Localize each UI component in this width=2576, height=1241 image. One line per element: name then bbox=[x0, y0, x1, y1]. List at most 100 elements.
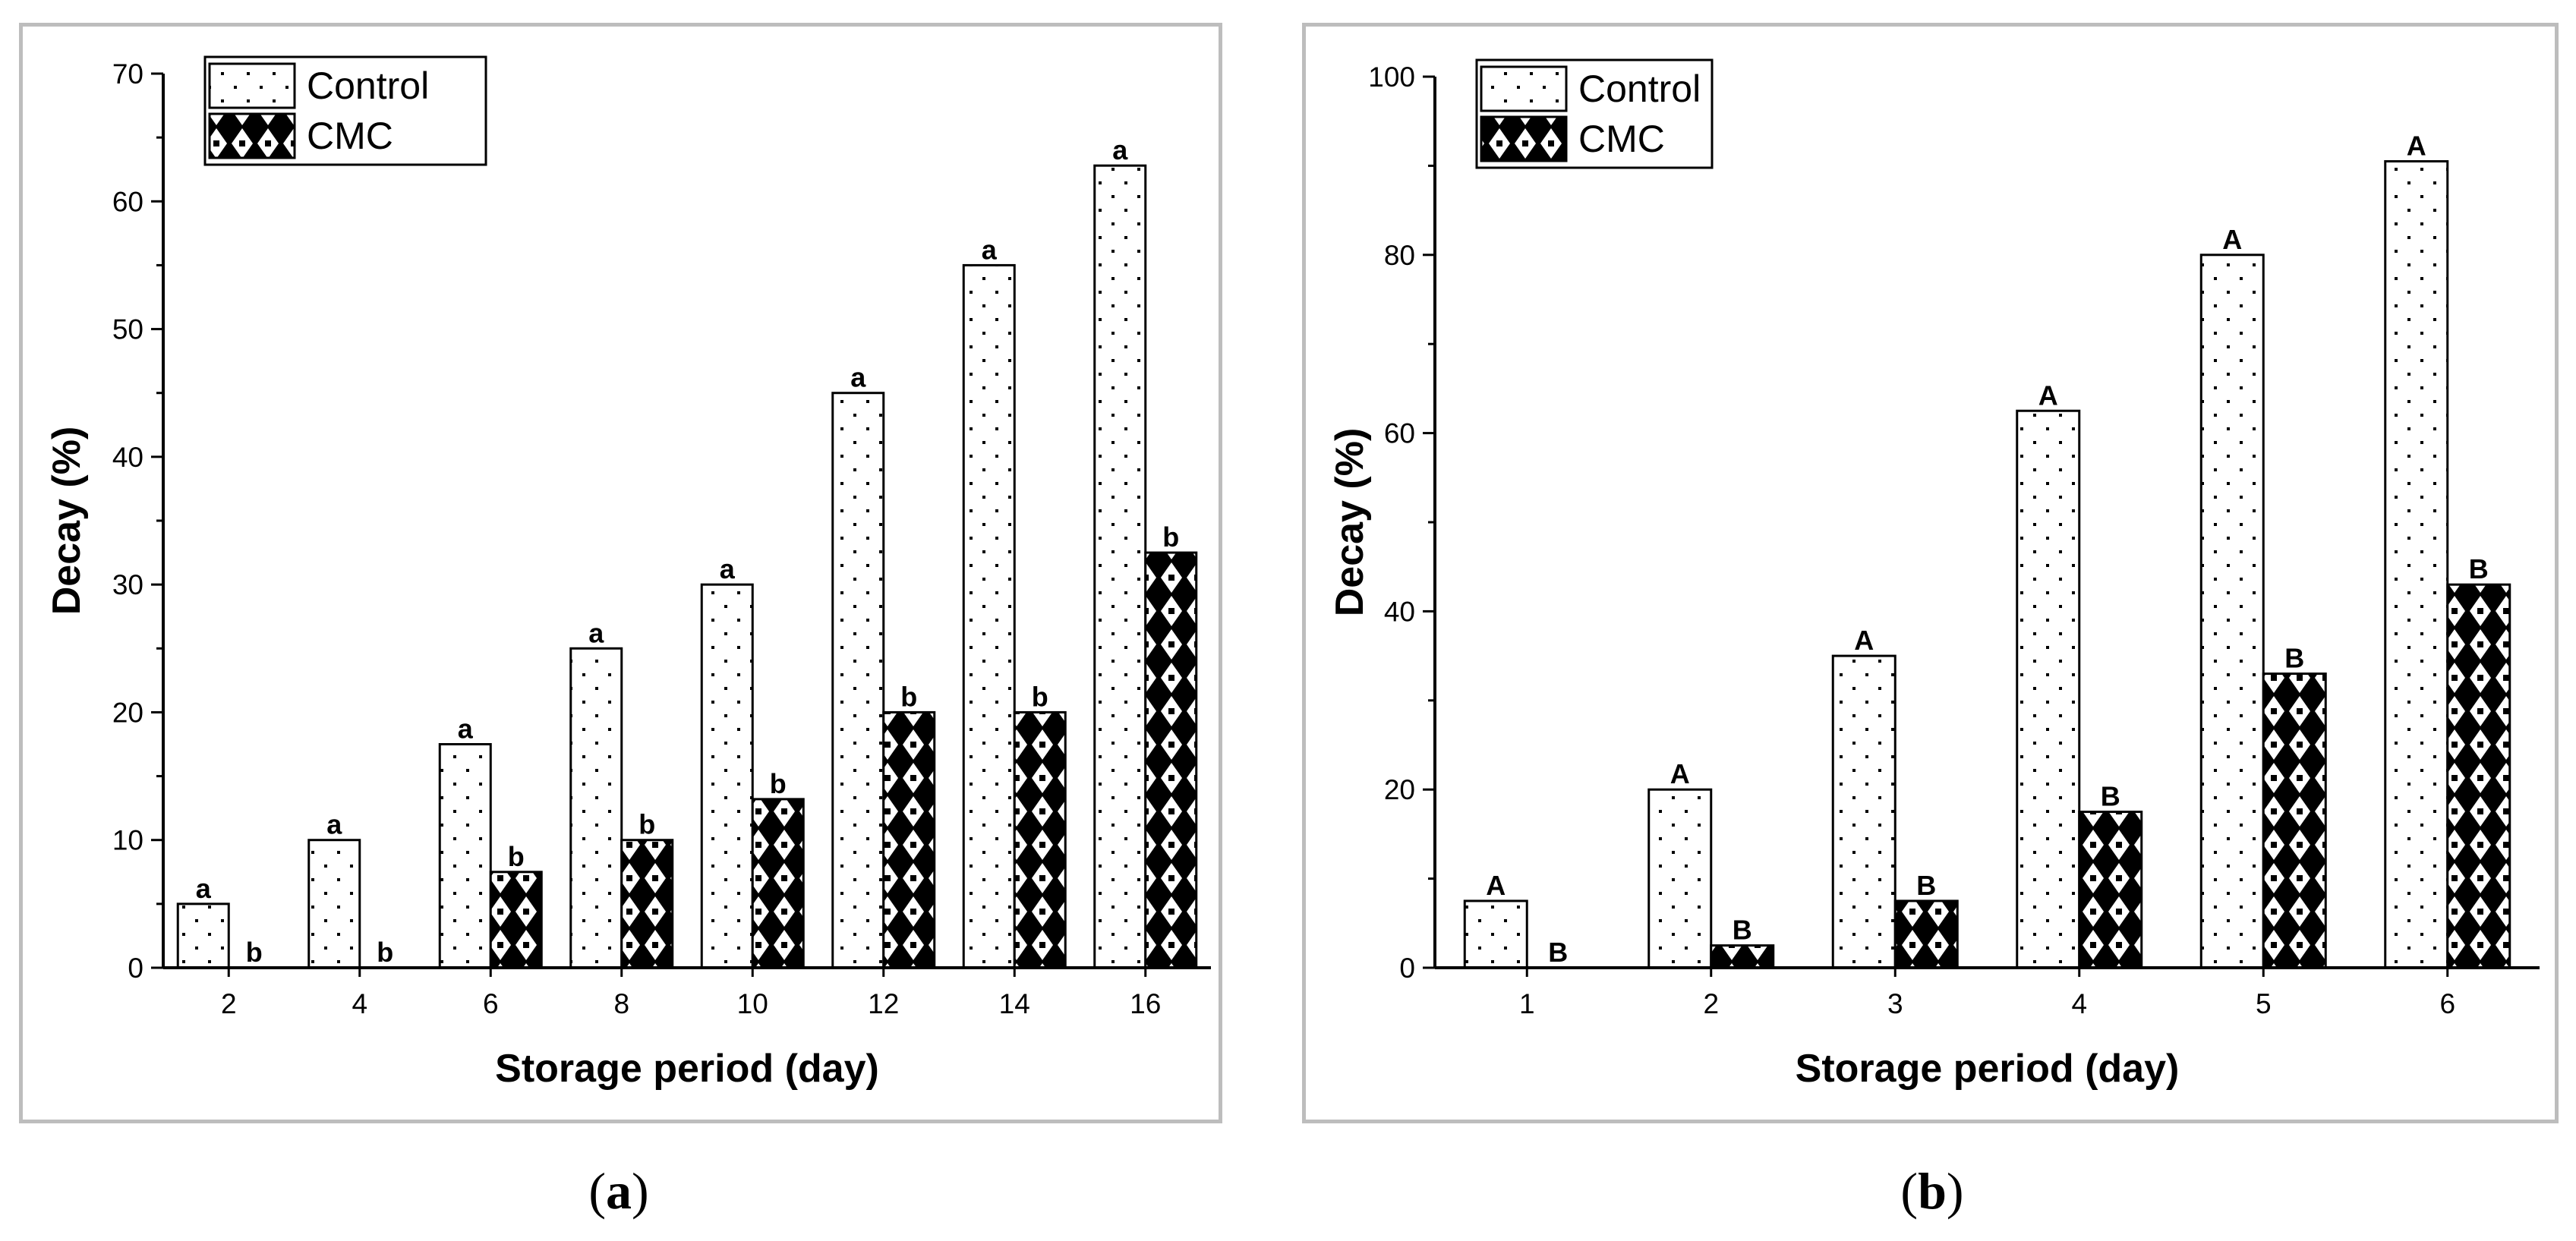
significance-label-control-8: a bbox=[588, 617, 604, 648]
bar-cmc-4 bbox=[2078, 811, 2143, 969]
bar-control-4 bbox=[307, 839, 361, 969]
significance-label-cmc-2: b bbox=[246, 937, 263, 968]
bar-control-8 bbox=[569, 647, 623, 969]
bar-cmc-5 bbox=[2262, 672, 2327, 969]
y-tick-label-40: 40 bbox=[112, 442, 143, 473]
bar-control-10 bbox=[700, 583, 754, 969]
bar-cmc-12 bbox=[882, 710, 936, 969]
chart-panel-b: A B 1 A B 2 A B 3 A B 4 A B 5 A B 6 0 20 40 60 80 100 Storage pe… bbox=[1302, 23, 2559, 1123]
bar-cmc-10 bbox=[751, 798, 805, 969]
x-tick-label-4: 4 bbox=[352, 988, 367, 1019]
bar-cmc-6 bbox=[489, 871, 543, 969]
x-tick-label-3: 3 bbox=[1887, 988, 1903, 1019]
significance-label-control-14: a bbox=[982, 234, 998, 265]
caption-b-letter: b bbox=[1918, 1162, 1947, 1220]
bar-cmc-14 bbox=[1013, 710, 1067, 969]
x-axis-title: Storage period (day) bbox=[1796, 1047, 2180, 1091]
significance-label-cmc-10: b bbox=[770, 768, 787, 799]
significance-label-cmc-6: B bbox=[2469, 553, 2489, 584]
x-tick-label-14: 14 bbox=[999, 988, 1030, 1019]
legend-label-control: Control bbox=[1578, 68, 1701, 110]
y-tick-label-10: 10 bbox=[112, 825, 143, 856]
caption-b: (b) bbox=[1900, 1162, 1964, 1220]
significance-label-cmc-8: b bbox=[638, 809, 655, 840]
legend: Control CMC bbox=[203, 55, 487, 166]
legend-label-cmc: CMC bbox=[307, 115, 393, 157]
bar-control-16 bbox=[1093, 164, 1147, 969]
significance-label-cmc-4: b bbox=[377, 937, 393, 968]
significance-label-cmc-1: B bbox=[1548, 937, 1568, 968]
bar-cmc-2 bbox=[1710, 944, 1775, 969]
bar-cmc-16 bbox=[1144, 551, 1198, 969]
significance-label-control-1: A bbox=[1486, 870, 1506, 901]
significance-label-control-6: a bbox=[458, 713, 474, 745]
bar-control-12 bbox=[831, 392, 885, 969]
significance-label-control-2: A bbox=[1670, 758, 1690, 789]
y-tick-label-60: 60 bbox=[1384, 418, 1415, 449]
significance-label-control-5: A bbox=[2222, 224, 2242, 255]
bar-cmc-8 bbox=[620, 839, 674, 969]
caption-a: (a) bbox=[588, 1162, 649, 1220]
caption-a-letter: a bbox=[606, 1162, 632, 1220]
legend-swatch-control bbox=[208, 62, 296, 109]
x-tick-label-2: 2 bbox=[221, 988, 237, 1019]
significance-label-control-6: A bbox=[2407, 131, 2426, 162]
y-tick-label-50: 50 bbox=[112, 314, 143, 345]
y-tick-label-80: 80 bbox=[1384, 240, 1415, 271]
y-tick-label-40: 40 bbox=[1384, 596, 1415, 627]
significance-label-control-2: a bbox=[196, 873, 212, 904]
significance-label-cmc-6: b bbox=[508, 841, 525, 872]
significance-label-control-12: a bbox=[850, 362, 866, 393]
bar-cmc-6 bbox=[2446, 583, 2511, 969]
bar-control-4 bbox=[2016, 409, 2081, 969]
bar-control-1 bbox=[1463, 899, 1528, 969]
legend-swatch-control bbox=[1480, 65, 1568, 112]
x-tick-label-2: 2 bbox=[1703, 988, 1719, 1019]
significance-label-control-10: a bbox=[720, 553, 736, 584]
x-tick-label-4: 4 bbox=[2071, 988, 2087, 1019]
bar-cmc-3 bbox=[1893, 899, 1959, 969]
significance-label-cmc-5: B bbox=[2284, 643, 2304, 674]
chart-a: ab2ab4ab6ab8ab10ab12ab14ab16010203040506… bbox=[45, 55, 1211, 1091]
significance-label-cmc-4: B bbox=[2101, 781, 2120, 812]
x-axis-title: Storage period (day) bbox=[495, 1047, 879, 1091]
y-axis-title: Decay (%) bbox=[1328, 428, 1372, 617]
bar-control-3 bbox=[1831, 654, 1897, 969]
significance-label-cmc-14: b bbox=[1032, 681, 1048, 712]
y-tick-label-20: 20 bbox=[1384, 774, 1415, 805]
legend-swatch-cmc bbox=[208, 112, 296, 159]
x-tick-label-1: 1 bbox=[1519, 988, 1535, 1019]
x-tick-label-6: 6 bbox=[2439, 988, 2455, 1019]
chart-panel-a: a b 2 a b 4 a b 6 a b 8 a b 10 a b 12 a b 14 a b 16 0 10 20 30 40 50 6… bbox=[19, 23, 1222, 1123]
significance-label-control-4: a bbox=[326, 809, 342, 840]
y-tick-label-60: 60 bbox=[112, 186, 143, 217]
legend: Control CMC bbox=[1475, 58, 1714, 169]
significance-label-control-3: A bbox=[1854, 625, 1874, 656]
significance-label-control-4: A bbox=[2038, 380, 2058, 411]
significance-label-control-16: a bbox=[1112, 134, 1128, 165]
x-tick-label-16: 16 bbox=[1130, 988, 1161, 1019]
legend-swatch-cmc bbox=[1480, 115, 1568, 162]
bar-control-14 bbox=[962, 263, 1016, 969]
bar-control-2 bbox=[1647, 788, 1713, 969]
bar-control-6 bbox=[438, 743, 492, 969]
y-tick-label-30: 30 bbox=[112, 569, 143, 600]
x-tick-label-8: 8 bbox=[613, 988, 629, 1019]
bar-control-2 bbox=[176, 902, 230, 969]
bar-control-5 bbox=[2199, 254, 2265, 969]
x-tick-label-5: 5 bbox=[2256, 988, 2272, 1019]
y-axis-title: Decay (%) bbox=[45, 427, 89, 616]
x-tick-label-10: 10 bbox=[737, 988, 768, 1019]
y-tick-label-100: 100 bbox=[1368, 61, 1415, 93]
y-tick-label-70: 70 bbox=[112, 58, 143, 90]
significance-label-cmc-12: b bbox=[900, 681, 917, 712]
bar-control-6 bbox=[2384, 160, 2449, 969]
significance-label-cmc-16: b bbox=[1162, 521, 1179, 553]
legend-label-cmc: CMC bbox=[1578, 118, 1665, 160]
significance-label-cmc-2: B bbox=[1733, 915, 1752, 946]
x-tick-label-12: 12 bbox=[868, 988, 899, 1019]
x-tick-label-6: 6 bbox=[483, 988, 499, 1019]
y-tick-label-20: 20 bbox=[112, 697, 143, 728]
legend-label-control: Control bbox=[307, 65, 429, 107]
